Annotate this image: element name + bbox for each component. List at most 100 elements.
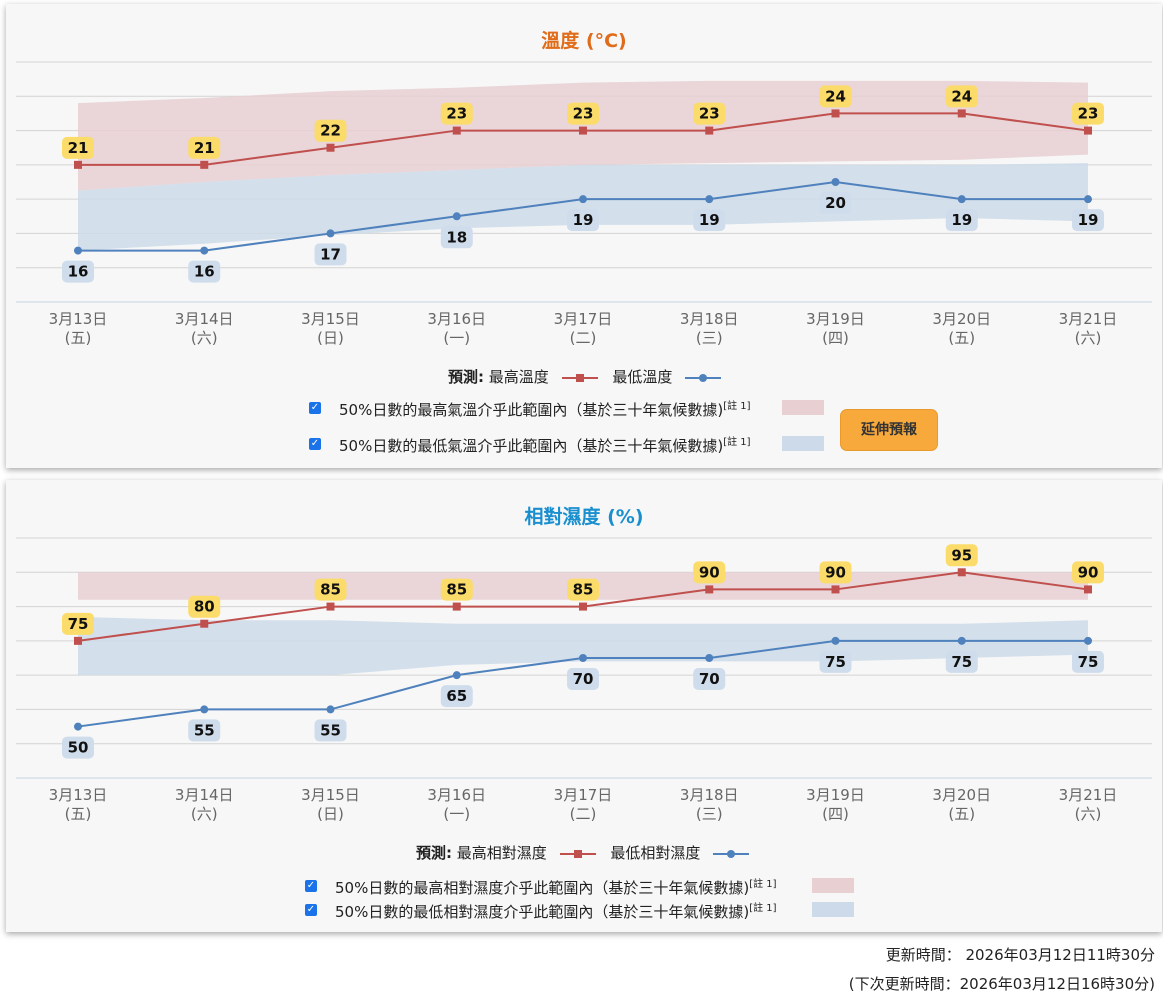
hum-max-label-bg bbox=[188, 595, 221, 618]
max-temp-band-checkbox[interactable]: ✓ bbox=[309, 402, 321, 414]
hum-max-point[interactable] bbox=[1084, 585, 1092, 594]
hum-max-point[interactable] bbox=[452, 602, 461, 611]
hum-max-label-bg bbox=[693, 561, 726, 584]
temp-max-point[interactable] bbox=[200, 160, 209, 169]
temp-min-data-label: 17 bbox=[320, 245, 341, 263]
temp-min-data-label: 20 bbox=[825, 194, 846, 212]
humidity-chart: 75 80 85 85 85 90 90 95 90 50 55 55 65 70 70 75 75 75 3月13… bbox=[16, 537, 1152, 823]
temp-max-label-bg bbox=[1072, 102, 1104, 125]
temp-max-point[interactable] bbox=[831, 109, 840, 118]
hum-x-tick-date: 3月16日 bbox=[427, 786, 486, 804]
temp-x-tick-date: 3月17日 bbox=[554, 310, 613, 328]
temp-max-point[interactable] bbox=[957, 109, 966, 118]
temp-x-tick-date: 3月20日 bbox=[932, 310, 991, 328]
min-temp-band-note[interactable]: [註 1] bbox=[723, 437, 751, 448]
legend-max-temp-marker bbox=[561, 372, 598, 384]
hum-max-label-bg bbox=[819, 561, 852, 584]
humidity-chart-title: 相對濕度 (%) bbox=[524, 506, 644, 528]
temp-min-point[interactable] bbox=[831, 178, 840, 186]
temp-min-label-bg bbox=[567, 209, 599, 232]
temperature-panel: 溫度 (°C) 21 21 22 23 23 23 24 24 23 16 16 17 18 19 19 20… bbox=[6, 4, 1162, 468]
temp-x-tick-weekday: (五) bbox=[948, 329, 975, 347]
hum-x-tick-date: 3月18日 bbox=[680, 786, 739, 804]
hum-x-tick-weekday: (日) bbox=[317, 805, 344, 823]
temp-max-point[interactable] bbox=[452, 126, 461, 135]
temp-max-label-bg bbox=[693, 102, 726, 125]
temp-max-point[interactable] bbox=[326, 143, 335, 152]
hum-max-point[interactable] bbox=[831, 585, 840, 594]
max-temp-band-note[interactable]: [註 1] bbox=[723, 401, 751, 412]
hum-min-point[interactable] bbox=[957, 636, 966, 645]
extended-forecast-button[interactable]: 延伸預報 bbox=[840, 409, 938, 451]
legend-forecast-label: 預測: bbox=[416, 844, 452, 862]
temp-x-tick-date: 3月13日 bbox=[49, 310, 108, 328]
hum-min-data-label: 75 bbox=[825, 653, 846, 671]
temp-max-data-label: 24 bbox=[951, 87, 972, 105]
hum-min-point[interactable] bbox=[74, 722, 82, 731]
temp-x-tick-weekday: (三) bbox=[696, 329, 723, 347]
temp-min-point[interactable] bbox=[1084, 195, 1092, 204]
temp-min-point[interactable] bbox=[705, 195, 714, 204]
temp-min-data-label: 19 bbox=[573, 211, 594, 229]
hum-x-tick-date: 3月21日 bbox=[1059, 786, 1118, 804]
min-hum-band-checkbox[interactable]: ✓ bbox=[305, 904, 317, 916]
hum-min-data-label: 55 bbox=[320, 721, 341, 739]
temp-min-point[interactable] bbox=[74, 246, 82, 255]
temp-min-point[interactable] bbox=[957, 195, 966, 204]
hum-min-point[interactable] bbox=[705, 654, 714, 662]
hum-x-tick-date: 3月15日 bbox=[301, 786, 360, 804]
hum-min-point[interactable] bbox=[579, 654, 587, 662]
legend-min-temp-marker bbox=[685, 372, 722, 384]
temp-min-label-bg bbox=[440, 226, 473, 249]
temp-min-label-bg bbox=[62, 260, 94, 283]
temperature-legend: 預測: 最高溫度 最低溫度 bbox=[448, 366, 731, 387]
temp-max-point[interactable] bbox=[579, 126, 587, 135]
min-hum-band-note[interactable]: [註 1] bbox=[749, 903, 777, 914]
hum-x-tick-weekday: (五) bbox=[65, 805, 92, 823]
hum-x-tick-weekday: (一) bbox=[443, 805, 470, 823]
hum-max-point[interactable] bbox=[326, 602, 335, 611]
hum-min-point[interactable] bbox=[326, 705, 335, 714]
legend-min-temp-label: 最低溫度 bbox=[612, 368, 673, 386]
max-temp-band-swatch bbox=[782, 400, 824, 415]
temp-min-label-bg bbox=[693, 209, 726, 232]
temp-min-point[interactable] bbox=[326, 229, 335, 238]
hum-min-point[interactable] bbox=[452, 671, 461, 680]
temp-min-data-label: 19 bbox=[699, 211, 720, 229]
max-hum-band-note[interactable]: [註 1] bbox=[749, 879, 777, 890]
hum-min-point[interactable] bbox=[831, 636, 840, 645]
hum-max-point[interactable] bbox=[74, 636, 82, 645]
hum-min-label-bg bbox=[440, 685, 473, 708]
max-hum-band-checkbox[interactable]: ✓ bbox=[305, 880, 317, 892]
hum-max-point[interactable] bbox=[705, 585, 714, 594]
min-temp-band-checkbox[interactable]: ✓ bbox=[309, 438, 321, 450]
hum-max-point[interactable] bbox=[579, 602, 587, 611]
legend-max-hum-marker bbox=[559, 848, 596, 860]
temperature-chart: 21 21 22 23 23 23 24 24 23 16 16 17 18 19 19 20 19 19 3月13… bbox=[16, 61, 1152, 347]
temp-min-data-label: 19 bbox=[951, 211, 972, 229]
temp-x-tick-date: 3月15日 bbox=[301, 310, 360, 328]
temp-max-label-bg bbox=[314, 119, 347, 142]
hum-min-point[interactable] bbox=[200, 705, 209, 714]
temp-x-tick-date: 3月16日 bbox=[427, 310, 486, 328]
temp-max-point[interactable] bbox=[1084, 126, 1092, 135]
temp-max-data-label: 21 bbox=[68, 139, 89, 157]
temp-x-tick-weekday: (二) bbox=[570, 329, 597, 347]
temp-min-point[interactable] bbox=[452, 212, 461, 221]
temp-max-point[interactable] bbox=[705, 126, 714, 135]
min-temp-band-legend: 50%日數的最低氣溫介乎此範圍內（基於三十年氣候數據)[註 1] bbox=[339, 433, 751, 456]
temp-min-point[interactable] bbox=[200, 246, 209, 255]
hum-min-point[interactable] bbox=[1084, 636, 1092, 645]
temp-max-point[interactable] bbox=[74, 160, 82, 169]
temp-max-data-label: 23 bbox=[573, 105, 594, 123]
hum-max-label-bg bbox=[567, 578, 599, 601]
temp-min-data-label: 16 bbox=[68, 263, 89, 281]
hum-max-point[interactable] bbox=[200, 619, 209, 628]
temp-x-tick-weekday: (五) bbox=[65, 329, 92, 347]
temp-max-data-label: 23 bbox=[699, 105, 720, 123]
hum-max-data-label: 80 bbox=[194, 598, 215, 616]
temp-max-band bbox=[78, 80, 1088, 191]
temperature-chart-title: 溫度 (°C) bbox=[541, 30, 627, 52]
temp-min-point[interactable] bbox=[579, 195, 587, 204]
hum-max-point[interactable] bbox=[957, 568, 966, 577]
